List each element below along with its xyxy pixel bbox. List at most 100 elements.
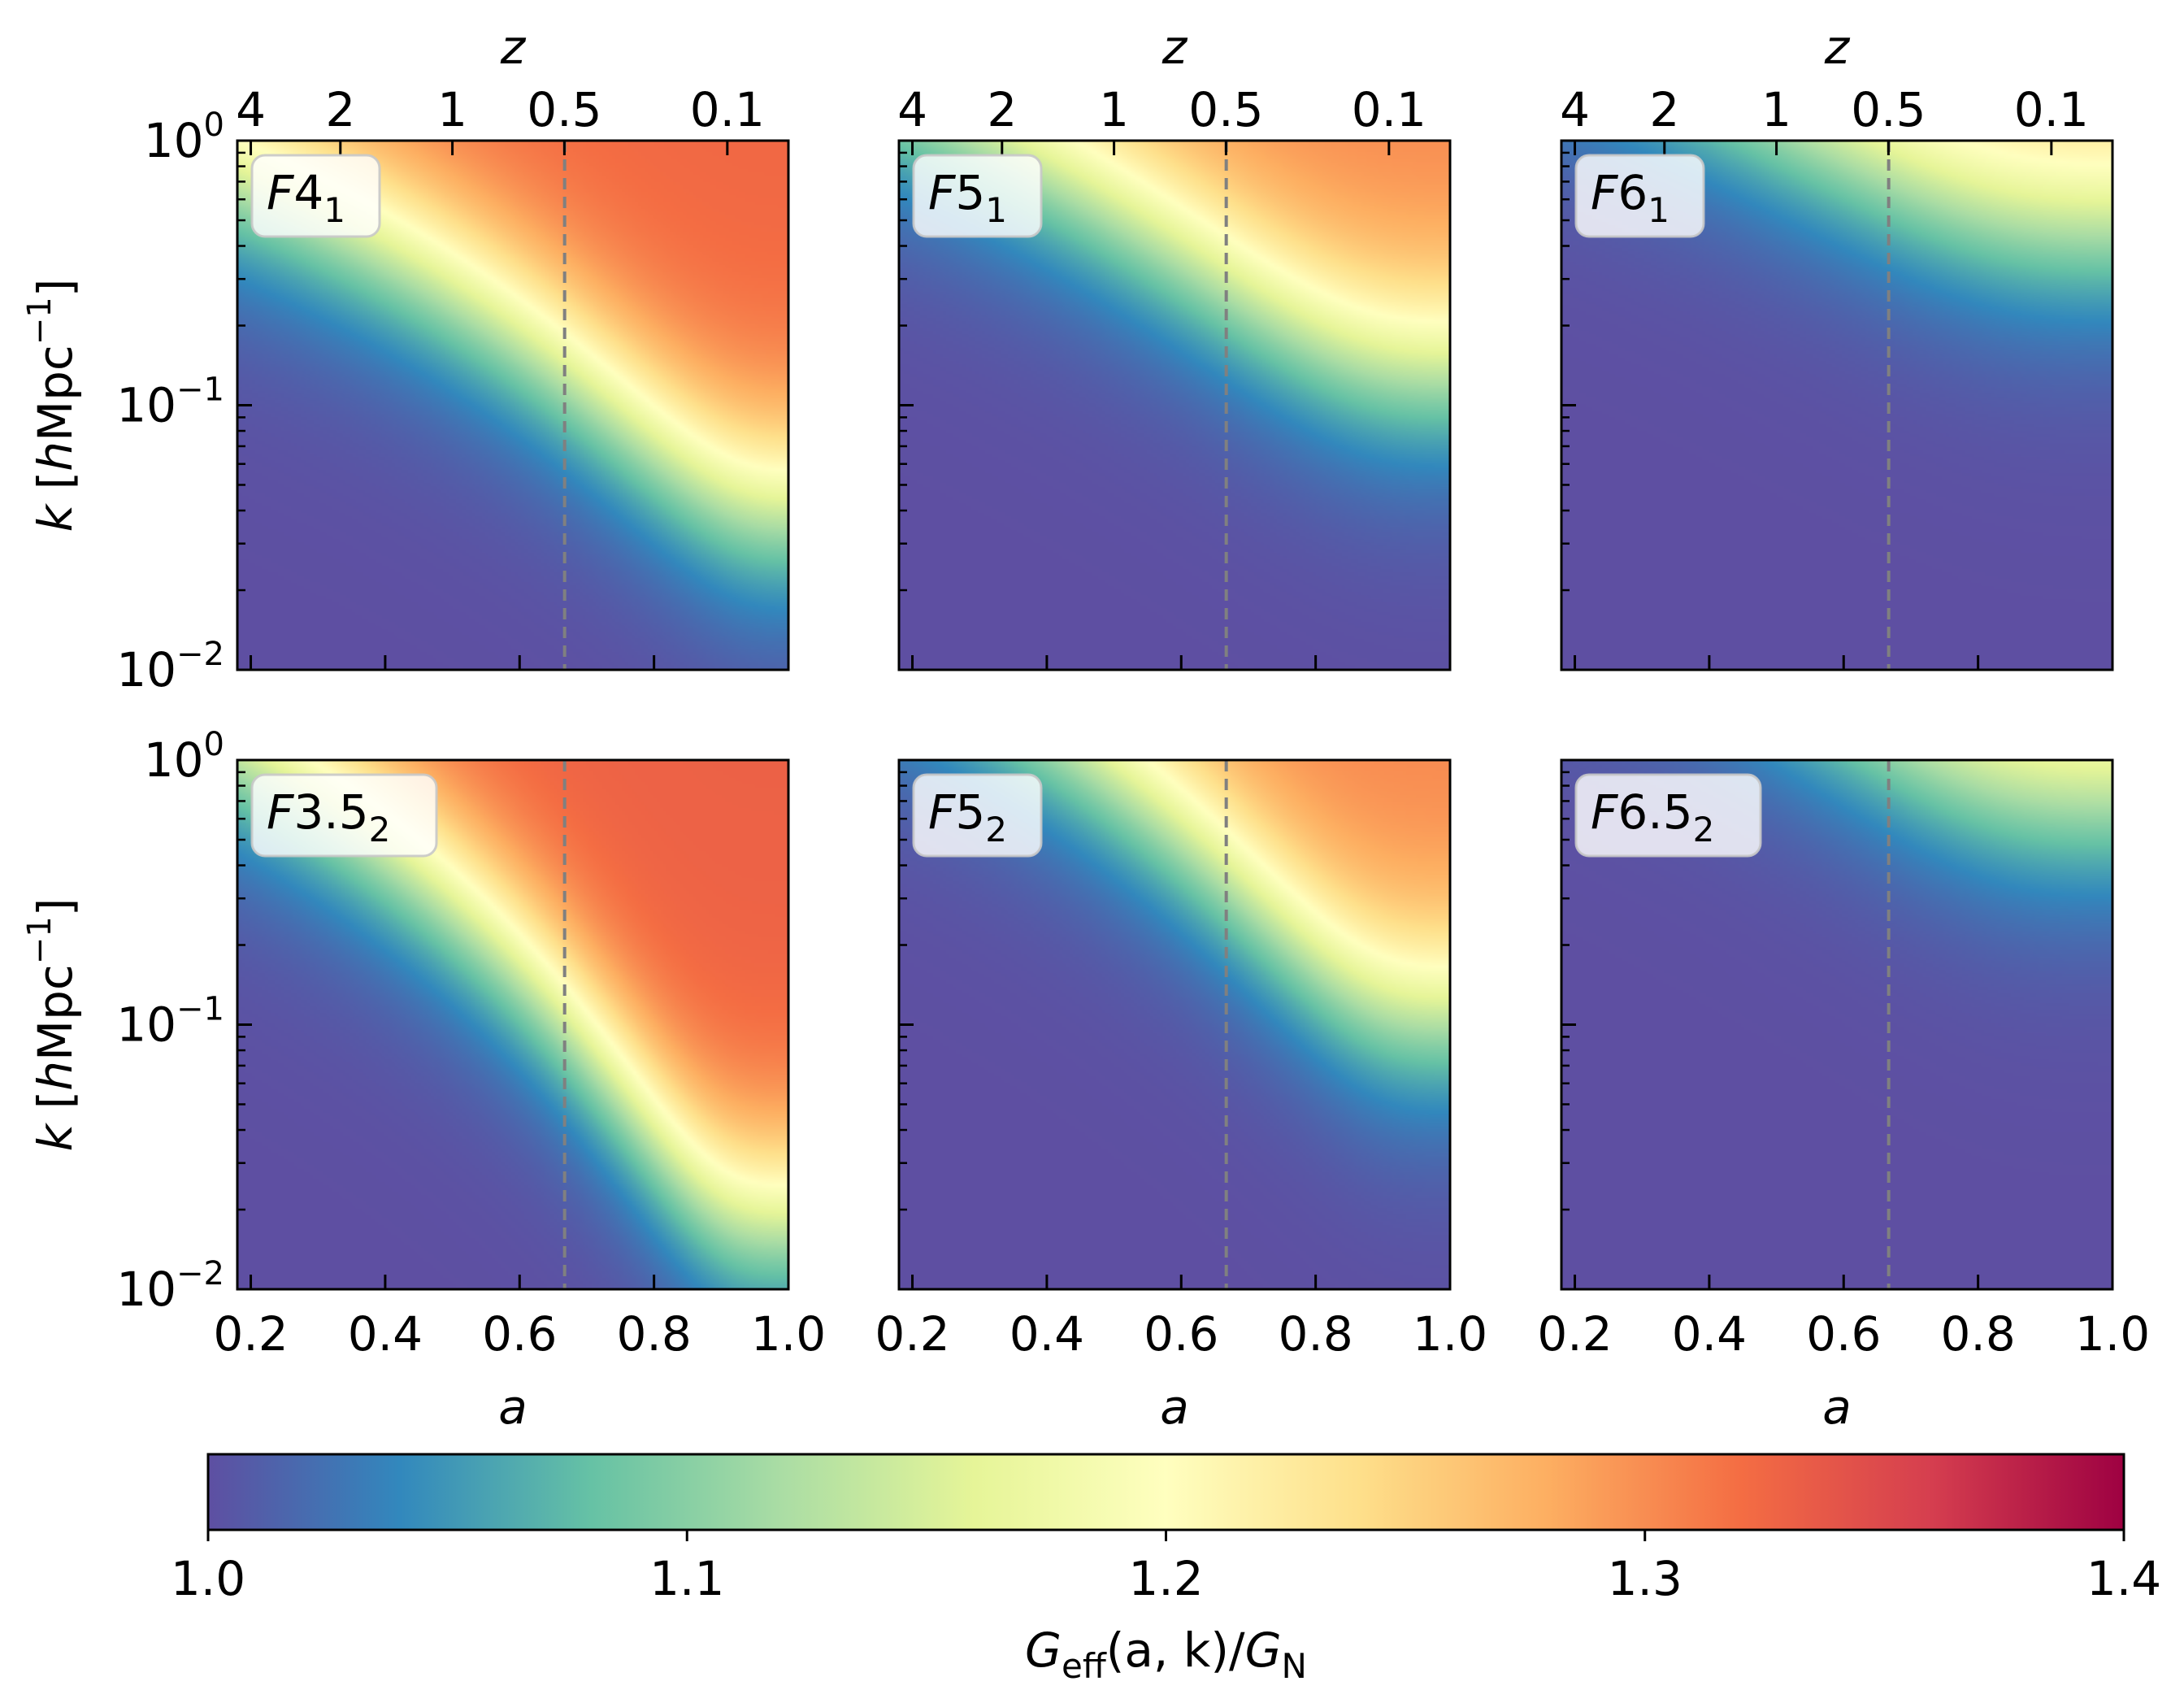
panel-label-number: 4	[293, 165, 323, 220]
panel-label-subscript: 1	[985, 190, 1007, 230]
z-tick-label: 2	[987, 82, 1017, 137]
y-label-exp: −1	[21, 297, 59, 345]
z-tick-label: 0.5	[1851, 82, 1926, 137]
panel-label-F: F	[1591, 165, 1619, 220]
x-tick-label: 0.4	[348, 1306, 423, 1362]
y-tick-exponent: −1	[176, 371, 224, 409]
z-tick-label: 0.5	[1188, 82, 1263, 137]
colorbar-tick-label: 1.2	[1128, 1551, 1203, 1606]
y-label-bracket: [	[28, 471, 83, 505]
top-axis-label: z	[1824, 20, 1851, 75]
cb-label-N: N	[1282, 1646, 1307, 1686]
z-tick-label: 2	[1649, 82, 1679, 137]
panel-label: F52	[928, 784, 1007, 849]
y-tick-base: 10	[144, 732, 204, 788]
panel-label-F: F	[928, 784, 957, 840]
x-tick-label: 0.4	[1010, 1306, 1084, 1362]
y-label-h: h	[28, 1061, 83, 1091]
y-tick-base: 10	[116, 642, 176, 697]
z-tick-label: 0.1	[690, 82, 765, 137]
cb-label-G: G	[1025, 1623, 1062, 1678]
panel-F6-1: 4 2 1 0.5 0.1 z F61	[1560, 20, 2114, 671]
y-tick-exponent: 0	[204, 106, 224, 144]
panel-label-F: F	[928, 165, 957, 220]
panel-label-number: 6	[1617, 165, 1648, 220]
z-tick-label: 4	[1560, 82, 1590, 137]
y-label-unit: Mpc	[28, 345, 83, 441]
y-tick-label: 10−1	[116, 371, 224, 433]
panel-label-number: 3.5	[293, 784, 368, 840]
y-tick-exponent: −2	[176, 1255, 224, 1292]
y-label-bracket: [	[28, 1091, 83, 1124]
panel-label-subscript: 1	[323, 190, 345, 230]
y-axis-label: k [hMpc−1]	[21, 898, 83, 1152]
panel-label: F41	[267, 165, 345, 230]
y-label-close: ]	[28, 898, 83, 917]
panel-label-box	[912, 773, 1043, 858]
z-tick-label: 1	[1099, 82, 1129, 137]
z-tick-label: 1	[1761, 82, 1791, 137]
z-tick-label: 1	[437, 82, 467, 137]
colorbar-tick-label: 1.1	[649, 1551, 724, 1606]
y-tick-base: 10	[144, 113, 204, 168]
colorbar-tick-label: 1.4	[2086, 1551, 2161, 1606]
y-label-close: ]	[28, 279, 83, 298]
y-tick-label: 100	[144, 106, 224, 168]
x-tick-label: 0.2	[213, 1306, 288, 1362]
x-tick-label: 1.0	[2075, 1306, 2150, 1362]
panel-label-number: 6.5	[1617, 784, 1692, 840]
x-axis-label: a	[498, 1379, 528, 1435]
x-tick-label: 0.8	[1941, 1306, 2016, 1362]
panel-label-box	[1574, 154, 1705, 238]
y-tick-label: 10−1	[116, 991, 224, 1053]
x-tick-label: 1.0	[1413, 1306, 1487, 1362]
y-axis-label: k [hMpc−1]	[21, 279, 83, 532]
z-tick-label: 2	[325, 82, 355, 137]
y-label-k: k	[28, 502, 83, 532]
top-axis-label: z	[500, 20, 527, 75]
x-tick-label: 0.8	[1279, 1306, 1353, 1362]
panel-label-F: F	[1591, 784, 1619, 840]
panel-label-subscript: 2	[369, 810, 391, 849]
y-tick-exponent: 0	[204, 726, 224, 763]
x-tick-label: 0.2	[1537, 1306, 1612, 1362]
z-tick-label: 0.1	[2014, 82, 2089, 137]
colorbar-bar	[206, 1453, 2125, 1531]
x-tick-label: 0.8	[617, 1306, 692, 1362]
panel-label: F3.52	[267, 784, 390, 849]
panel-label-number: 5	[955, 784, 985, 840]
panel-label-F: F	[267, 165, 295, 220]
panel-label: F61	[1591, 165, 1669, 230]
y-label-k: k	[28, 1122, 83, 1151]
y-tick-base: 10	[116, 378, 176, 433]
cb-label-eff: eff	[1062, 1646, 1107, 1686]
x-axis-label: a	[1822, 1379, 1852, 1435]
panel-label-subscript: 2	[1693, 810, 1715, 849]
x-tick-label: 0.6	[1144, 1306, 1218, 1362]
colorbar-tick-label: 1.0	[171, 1551, 245, 1606]
z-tick-label: 4	[897, 82, 927, 137]
panel-label-box	[1574, 773, 1762, 858]
x-axis-label: a	[1160, 1379, 1189, 1435]
y-label-unit: Mpc	[28, 964, 83, 1061]
x-tick-label: 0.6	[482, 1306, 557, 1362]
panel-label: F6.52	[1591, 784, 1714, 849]
z-tick-label: 0.1	[1352, 82, 1426, 137]
x-tick-label: 0.6	[1806, 1306, 1881, 1362]
panel-label-box	[912, 154, 1043, 238]
y-tick-label: 10−2	[116, 636, 224, 697]
y-tick-exponent: −2	[176, 636, 224, 673]
y-tick-label: 100	[144, 726, 224, 788]
panel-label-box	[250, 154, 381, 238]
x-tick-label: 1.0	[751, 1306, 826, 1362]
colorbar-tick-label: 1.3	[1608, 1551, 1683, 1606]
y-label-h: h	[28, 441, 83, 471]
y-tick-base: 10	[116, 997, 176, 1053]
panel-label: F51	[928, 165, 1007, 230]
